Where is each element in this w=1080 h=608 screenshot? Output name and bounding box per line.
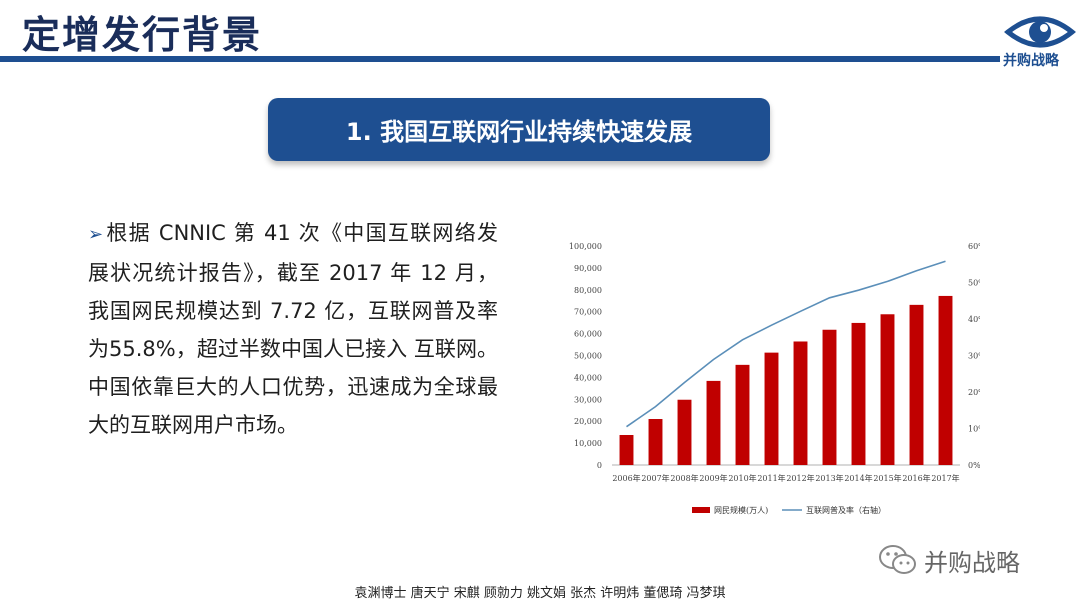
body-paragraph: ➢根据 CNNIC 第 41 次《中国互联网络发展状况统计报告》，截至 2017… (88, 214, 498, 444)
x-tick-label: 2014年 (844, 473, 872, 483)
bar (706, 380, 721, 465)
x-tick-label: 2010年 (728, 473, 756, 483)
y-left-tick-label: 40,000 (574, 373, 602, 382)
legend-bar-swatch (692, 507, 710, 513)
internet-users-chart: 0 10,000 20,000 30,000 40,000 50,000 60,000 70,… (569, 242, 980, 515)
x-tick-label: 2013年 (815, 473, 843, 483)
y-right-tick-label: 0% (968, 461, 980, 470)
legend-bar-label: 网民规模(万人) (714, 505, 768, 515)
y-right-tick-label: 20% (968, 388, 980, 397)
bar (793, 341, 808, 465)
x-tick-label: 2015年 (873, 473, 901, 483)
wechat-watermark: 并购战略 (878, 540, 1048, 580)
bar (909, 304, 924, 465)
y-left-tick-label: 100,000 (569, 242, 602, 251)
bar (619, 434, 634, 465)
x-tick-label: 2006年 (612, 473, 640, 483)
y-right-tick-label: 60% (968, 242, 980, 251)
author-list: 袁渊博士 唐天宁 宋麒 顾勍力 姚文娟 张杰 许明炜 董偲琦 冯梦琪 (354, 586, 726, 601)
bar (648, 419, 663, 465)
legend-line-label: 互联网普及率（右轴） (806, 505, 886, 515)
y-left-tick-label: 80,000 (574, 286, 602, 295)
bar (938, 295, 953, 465)
bar (822, 329, 837, 465)
bar (880, 314, 895, 465)
bar (677, 399, 692, 465)
x-tick-label: 2016年 (902, 473, 930, 483)
y-left-tick-label: 30,000 (574, 395, 602, 404)
paragraph-text: 根据 CNNIC 第 41 次《中国互联网络发展状况统计报告》，截至 2017 … (88, 221, 498, 437)
y-right-tick-label: 40% (968, 315, 980, 324)
y-right-tick-label: 10% (968, 425, 980, 434)
wechat-icon (879, 545, 916, 574)
y-left-tick-label: 20,000 (574, 417, 602, 426)
bar (735, 364, 750, 465)
y-left-tick-label: 90,000 (574, 264, 602, 273)
wechat-account-name: 并购战略 (924, 548, 1020, 577)
x-tick-label: 2008年 (670, 473, 698, 483)
eye-logo-icon (1000, 8, 1080, 74)
slide-title: 定增发行背景 (22, 13, 263, 57)
x-tick-label: 2007年 (641, 473, 669, 483)
x-tick-label: 2009年 (699, 473, 727, 483)
y-right-tick-label: 50% (968, 279, 980, 288)
bar (851, 322, 866, 465)
x-tick-label: 2012年 (786, 473, 814, 483)
y-right-tick-label: 30% (968, 352, 980, 361)
title-underline-bar (0, 56, 1000, 62)
penetration-rate-line (626, 260, 946, 428)
section-banner: 1. 我国互联网行业持续快速发展 (268, 98, 770, 161)
y-left-tick-label: 50,000 (574, 352, 602, 361)
y-left-tick-label: 70,000 (574, 308, 602, 317)
x-tick-label: 2011年 (757, 473, 785, 483)
bar (764, 352, 779, 465)
x-tick-label: 2017年 (931, 473, 959, 483)
y-left-tick-label: 10,000 (574, 439, 602, 448)
y-left-tick-label: 60,000 (574, 330, 602, 339)
logo-text: 并购战略 (1003, 53, 1059, 69)
y-left-tick-label: 0 (597, 461, 602, 470)
bullet-arrow-icon: ➢ (88, 224, 104, 245)
